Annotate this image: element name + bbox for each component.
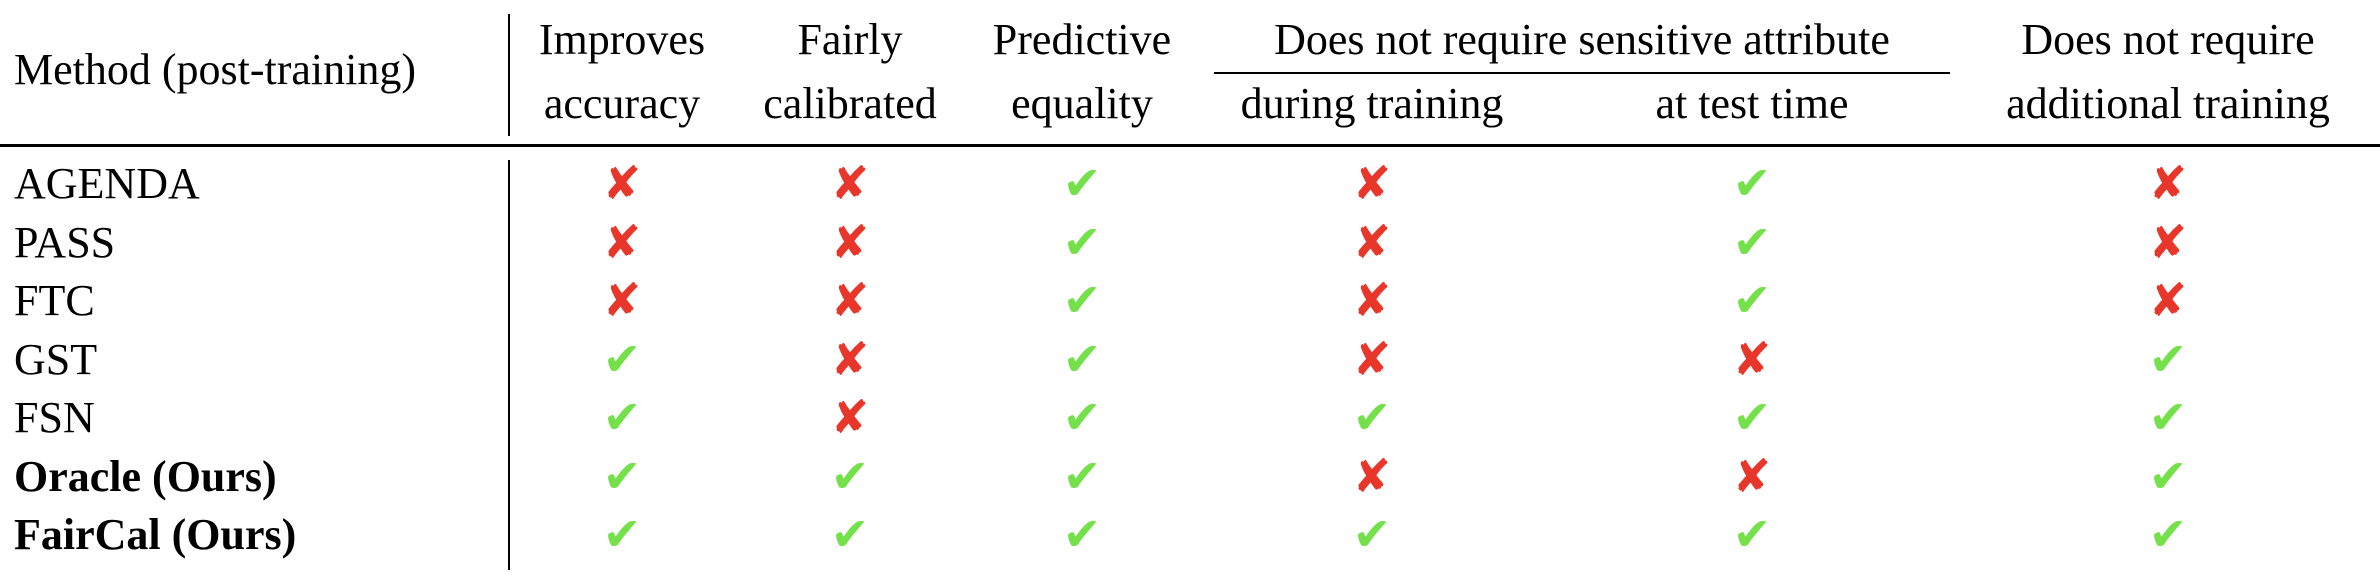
check-mark-icon: ✔ [1732, 156, 1772, 210]
cross-mark-icon: ✘ [1352, 332, 1392, 386]
cross-mark-icon: ✘ [602, 156, 642, 210]
check-mark-icon: ✔ [602, 390, 642, 444]
cross-mark-icon: ✘ [2148, 273, 2188, 327]
col-header-calibrated-line1: Fairly [797, 15, 903, 64]
cross-mark-icon: ✘ [830, 273, 870, 327]
check-mark-icon: ✔ [602, 449, 642, 503]
check-mark-icon: ✔ [1732, 507, 1772, 561]
header-vertical-divider [508, 14, 510, 136]
col-header-improves-line1: Improves [538, 15, 706, 64]
check-mark-icon: ✔ [1062, 390, 1102, 444]
col-header-test-time: at test time [1655, 79, 1849, 128]
check-mark-icon: ✔ [2148, 449, 2188, 503]
check-mark-icon: ✔ [1352, 507, 1392, 561]
cross-mark-icon: ✘ [1352, 215, 1392, 269]
group-header-underline [1214, 72, 1950, 74]
check-mark-icon: ✔ [1062, 215, 1102, 269]
check-mark-icon: ✔ [1732, 215, 1772, 269]
col-header-predictive-line2: equality [1011, 79, 1153, 128]
check-mark-icon: ✔ [1062, 156, 1102, 210]
method-name-cell: GST [14, 335, 98, 384]
check-mark-icon: ✔ [1732, 390, 1772, 444]
body-vertical-divider [508, 160, 510, 570]
col-header-during-training: during training [1240, 79, 1504, 128]
method-name-cell: PASS [14, 218, 116, 267]
check-mark-icon: ✔ [1732, 273, 1772, 327]
cross-mark-icon: ✘ [602, 215, 642, 269]
group-header-sensitive-attribute: Does not require sensitive attribute [1274, 15, 1890, 64]
cross-mark-icon: ✘ [830, 332, 870, 386]
cross-mark-icon: ✘ [1352, 449, 1392, 503]
col-header-predictive-line1: Predictive [992, 15, 1172, 64]
check-mark-icon: ✔ [1062, 273, 1102, 327]
check-mark-icon: ✔ [1062, 449, 1102, 503]
method-column-header: Method (post-training) [14, 45, 417, 94]
method-name-cell: FairCal (Ours) [14, 510, 297, 559]
col-header-additional-line1: Does not require [2021, 15, 2315, 64]
check-mark-icon: ✔ [1062, 507, 1102, 561]
method-name-cell: FTC [14, 276, 95, 325]
check-mark-icon: ✔ [1062, 332, 1102, 386]
check-mark-icon: ✔ [2148, 332, 2188, 386]
cross-mark-icon: ✘ [1352, 273, 1392, 327]
header-rule [0, 144, 2380, 147]
check-mark-icon: ✔ [830, 449, 870, 503]
check-mark-icon: ✔ [830, 507, 870, 561]
check-mark-icon: ✔ [2148, 390, 2188, 444]
method-name-cell: AGENDA [14, 159, 200, 208]
cross-mark-icon: ✘ [2148, 215, 2188, 269]
check-mark-icon: ✔ [1352, 390, 1392, 444]
check-mark-icon: ✔ [602, 507, 642, 561]
cross-mark-icon: ✘ [830, 215, 870, 269]
col-header-improves-line2: accuracy [543, 79, 701, 128]
col-header-additional-line2: additional training [2006, 79, 2330, 128]
cross-mark-icon: ✘ [830, 390, 870, 444]
cross-mark-icon: ✘ [830, 156, 870, 210]
cross-mark-icon: ✘ [1352, 156, 1392, 210]
check-mark-icon: ✔ [2148, 507, 2188, 561]
cross-mark-icon: ✘ [2148, 156, 2188, 210]
cross-mark-icon: ✘ [602, 273, 642, 327]
check-mark-icon: ✔ [602, 332, 642, 386]
method-name-cell: FSN [14, 393, 95, 442]
cross-mark-icon: ✘ [1732, 449, 1772, 503]
col-header-calibrated-line2: calibrated [763, 79, 937, 128]
cross-mark-icon: ✘ [1732, 332, 1772, 386]
method-name-cell: Oracle (Ours) [14, 452, 277, 501]
